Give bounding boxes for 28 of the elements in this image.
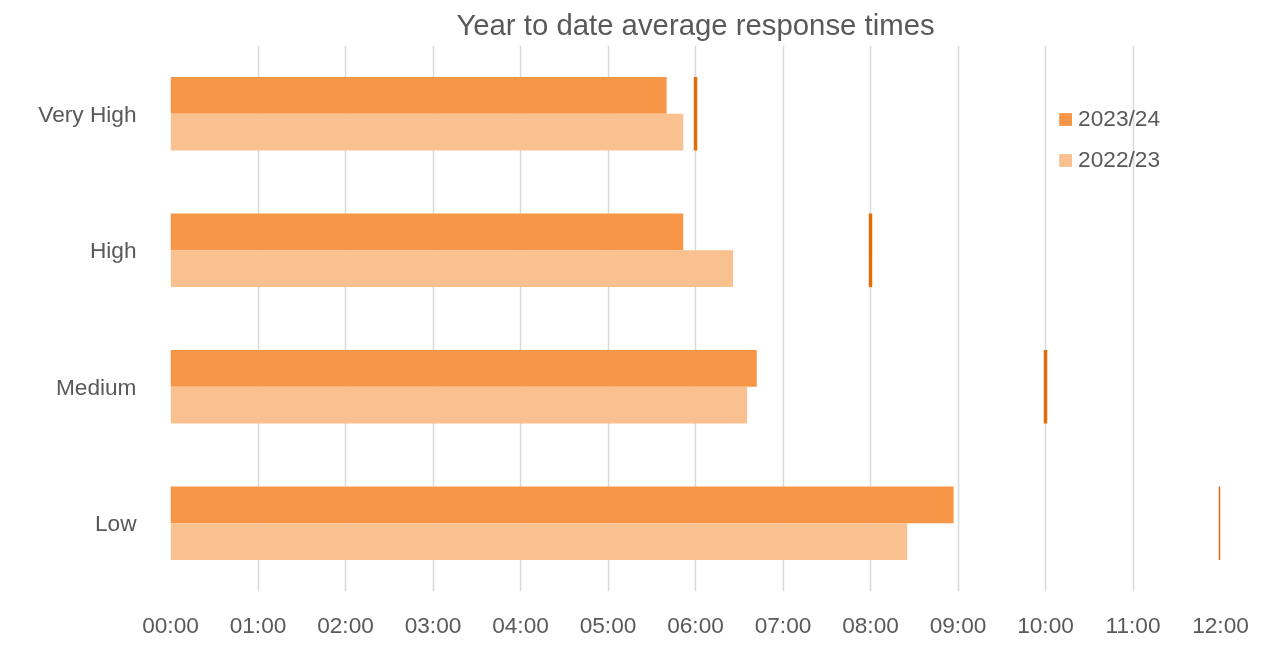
y-tick-label: Medium xyxy=(55,373,137,400)
x-tick-label: 04:00 xyxy=(492,611,549,638)
bar xyxy=(170,386,748,424)
bar xyxy=(170,213,684,251)
x-tick-label: 03:00 xyxy=(404,611,462,638)
x-tick-label: 05:00 xyxy=(579,611,637,638)
x-tick-label: 06:00 xyxy=(667,611,724,638)
x-tick-label: 10:00 xyxy=(1017,611,1074,638)
x-tick-label: 09:00 xyxy=(929,611,987,638)
bar xyxy=(170,486,954,524)
x-tick-label: 02:00 xyxy=(317,611,374,638)
x-tick-label: 00:00 xyxy=(142,611,199,638)
x-tick-label: 07:00 xyxy=(754,611,812,638)
x-tick-label: 01:00 xyxy=(229,611,287,638)
y-tick-label: Very High xyxy=(38,100,137,127)
x-tick-label: 12:00 xyxy=(1192,611,1249,638)
bar xyxy=(170,76,667,114)
x-tick-label: 08:00 xyxy=(842,611,899,638)
bar xyxy=(170,250,734,288)
chart-title: Year to date average response times xyxy=(456,7,935,41)
bar xyxy=(170,349,757,387)
legend-label: 2022/23 xyxy=(1078,146,1160,173)
y-tick-label: Low xyxy=(94,510,138,537)
bar xyxy=(170,523,908,561)
x-tick-label: 11:00 xyxy=(1105,611,1161,638)
bar xyxy=(170,113,684,151)
legend-label: 2023/24 xyxy=(1078,105,1160,132)
y-tick-label: High xyxy=(89,237,137,264)
